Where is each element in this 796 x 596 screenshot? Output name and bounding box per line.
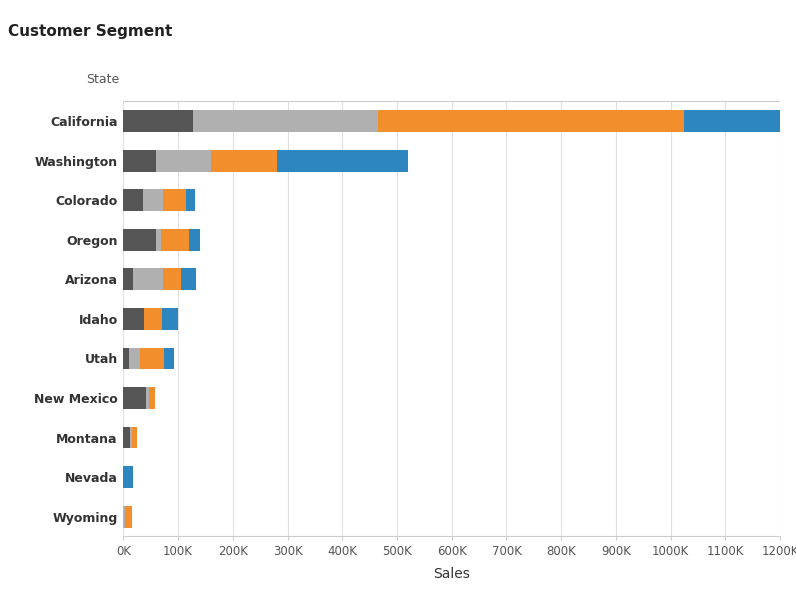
- Bar: [186, 190, 194, 211]
- Bar: [181, 268, 196, 290]
- Bar: [123, 110, 193, 132]
- Bar: [123, 506, 125, 527]
- X-axis label: Sales: Sales: [433, 567, 470, 581]
- Bar: [193, 110, 378, 132]
- Bar: [378, 110, 685, 132]
- Bar: [123, 347, 129, 370]
- Bar: [123, 466, 133, 488]
- Bar: [130, 427, 131, 448]
- Bar: [163, 268, 181, 290]
- Bar: [685, 110, 796, 132]
- Bar: [131, 427, 137, 448]
- Bar: [162, 308, 178, 330]
- Bar: [123, 150, 156, 172]
- Bar: [277, 150, 408, 172]
- Bar: [156, 229, 161, 251]
- Bar: [129, 347, 140, 370]
- Bar: [156, 150, 211, 172]
- Bar: [140, 347, 165, 370]
- Bar: [146, 387, 149, 409]
- Bar: [163, 190, 186, 211]
- Bar: [123, 387, 146, 409]
- Bar: [125, 506, 131, 527]
- Bar: [123, 268, 133, 290]
- Bar: [149, 387, 154, 409]
- Bar: [123, 427, 130, 448]
- Bar: [189, 229, 200, 251]
- Bar: [161, 229, 189, 251]
- Bar: [133, 268, 163, 290]
- Bar: [123, 229, 156, 251]
- Text: Customer Segment: Customer Segment: [8, 24, 173, 39]
- Bar: [165, 347, 174, 370]
- Bar: [123, 308, 144, 330]
- Bar: [144, 308, 162, 330]
- Text: State: State: [86, 73, 119, 86]
- Bar: [211, 150, 277, 172]
- Bar: [142, 190, 163, 211]
- Bar: [123, 190, 142, 211]
